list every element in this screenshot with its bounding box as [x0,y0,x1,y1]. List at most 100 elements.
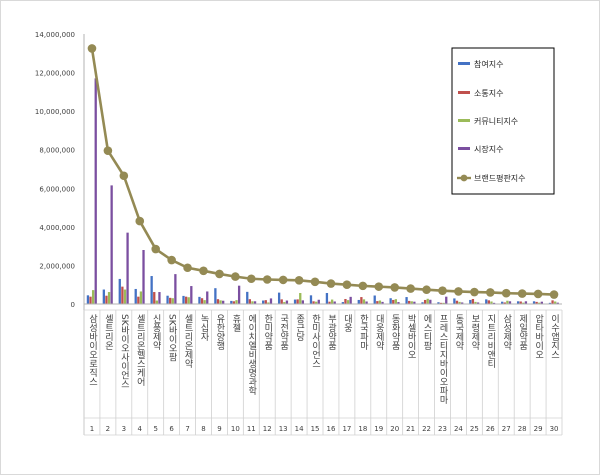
bar-커뮤니티지수-9 [219,300,222,304]
bar-소통지수-8 [200,298,204,304]
bar-시장지수-23 [445,296,448,304]
category-label: 휴젤 [230,314,240,332]
brand-index-point-30 [549,290,559,299]
brand-index-point-3 [119,171,129,181]
category-label: 셀트리온헬스케어 [135,314,145,387]
bar-커뮤니티지수-27 [506,300,509,304]
brand-index-point-5 [151,244,160,254]
bar-커뮤니티지수-28 [522,302,525,304]
bar-소통지수-16 [328,301,331,304]
category-label: 제일약품 [517,314,527,350]
category-label: SK바이오사이언스 [119,314,129,389]
bar-소통지수-2 [105,295,108,304]
bar-시장지수-29 [540,301,543,304]
bar-소통지수-7 [184,296,188,304]
rank-label: 7 [185,425,189,433]
bar-참여지수-5 [150,276,153,304]
bar-소통지수-23 [439,302,443,304]
bar-시장지수-21 [413,301,416,304]
category-label: 박셀바이오 [406,314,416,359]
bar-참여지수-7 [182,295,185,304]
bar-커뮤니티지수-19 [378,300,382,304]
brand-index-point-25 [470,287,479,297]
bar-참여지수-6 [166,295,169,304]
brand-index-point-18 [358,281,368,291]
bar-소통지수-20 [392,299,395,304]
rank-label: 17 [342,425,351,433]
bar-커뮤니티지수-6 [171,298,174,304]
legend-swatch-1 [458,62,470,65]
bar-소통지수-5 [153,292,156,304]
bar-참여지수-12 [262,300,265,304]
y-tick-label: 4,000,000 [39,224,75,232]
category-label: 한국파마 [358,314,368,351]
bar-참여지수-21 [405,297,408,304]
bar-참여지수-25 [469,299,472,304]
bar-소통지수-29 [535,301,538,304]
brand-index-point-21 [406,284,415,293]
bar-참여지수-10 [230,300,233,304]
bar-커뮤니티지수-7 [187,297,190,304]
category-label: 유한양행 [214,314,224,350]
bar-커뮤니티지수-1 [91,290,95,304]
category-label: 삼성제약 [501,314,511,351]
bar-참여지수-22 [421,302,424,304]
bar-시장지수-15 [317,299,320,304]
bar-소통지수-19 [376,301,379,304]
rank-label: 8 [201,425,205,433]
bar-참여지수-16 [325,293,329,304]
bar-시장지수-12 [269,298,273,304]
bar-커뮤니티지수-10 [235,300,238,304]
rank-label: 22 [422,425,431,433]
bar-커뮤니티지수-2 [107,292,111,304]
rank-label: 13 [279,425,288,433]
brand-index-point-9 [215,269,224,279]
legend-label: 소통지수 [474,89,503,98]
bar-소통지수-10 [232,301,236,304]
bar-시장지수-2 [110,185,113,304]
bar-참여지수-9 [214,288,217,304]
brand-index-point-24 [454,287,463,296]
brand-index-point-7 [183,263,192,273]
legend-swatch-2 [458,91,470,94]
bar-시장지수-25 [476,302,480,304]
category-label: 신풍제약 [151,314,161,351]
category-label: 에이치엘비생명과학 [246,314,256,396]
bar-소통지수-25 [471,298,475,304]
y-axis-ticks: 0 2,000,000 4,000,000 6,000,000 8,000,000 10,… [35,31,75,309]
bar-소통지수-3 [121,286,124,304]
bar-참여지수-28 [516,301,520,304]
category-label: 에스티팜 [422,314,432,350]
bar-소통지수-28 [519,301,522,304]
y-tick-label: 0 [71,301,75,309]
bar-커뮤니티지수-20 [394,299,397,304]
bar-참여지수-13 [277,292,281,304]
bar-커뮤니티지수-18 [362,299,366,304]
brand-index-point-15 [310,277,320,287]
rank-label: 10 [231,425,240,433]
bar-시장지수-4 [142,250,145,304]
category-label: 이수앱지스 [549,314,559,359]
brand-index-point-27 [501,288,511,298]
brand-index-point-22 [422,285,431,295]
category-label: 한미사이언스 [310,314,320,368]
brand-index-point-13 [278,275,288,285]
brand-index-point-28 [517,289,527,298]
bar-커뮤니티지수-23 [442,302,445,304]
bar-시장지수-3 [126,232,129,304]
bar-참여지수-18 [357,299,360,304]
brand-index-point-1 [87,44,97,53]
bar-소통지수-15 [312,301,315,304]
bar-소통지수-26 [487,300,490,304]
bar-시장지수-30 [556,302,559,304]
legend-label: 시장지수 [474,144,503,154]
bar-참여지수-3 [118,278,121,304]
y-tick-label: 12,000,000 [35,70,75,78]
category-label: 한미약품 [262,314,272,350]
bar-시장지수-27 [508,301,512,304]
rank-label: 11 [247,425,256,433]
bar-참여지수-15 [309,295,313,304]
legend-label: 커뮤니티지수 [474,116,518,126]
